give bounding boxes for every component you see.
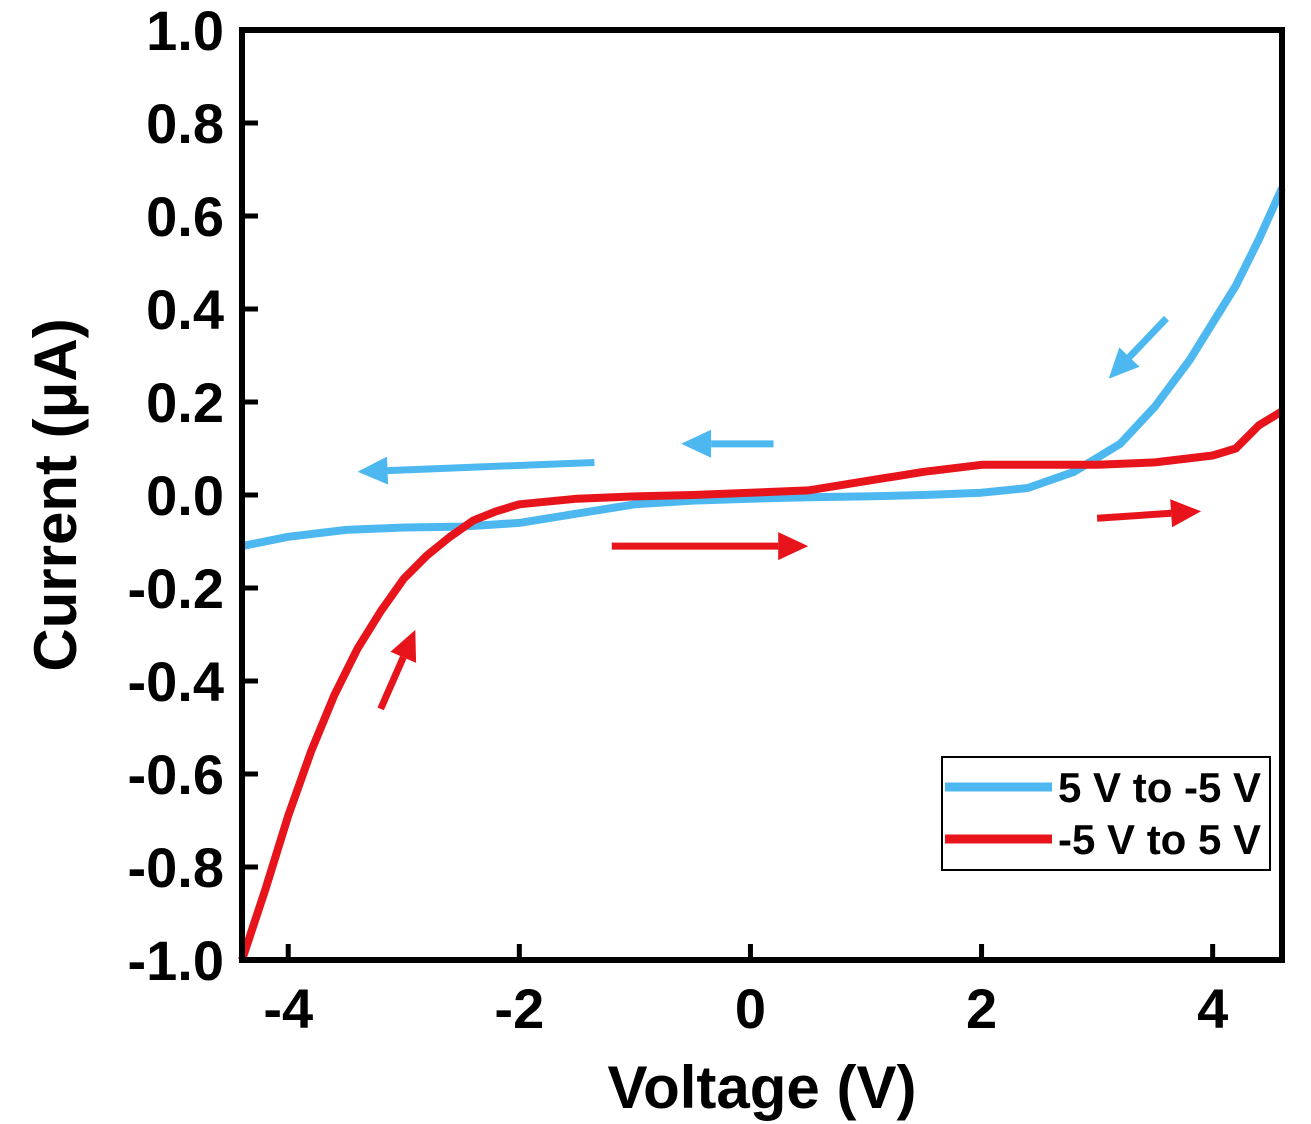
- y-tick-label: -0.8: [128, 836, 225, 899]
- x-tick-label: 2: [966, 977, 997, 1040]
- legend: 5 V to -5 V -5 V to 5 V: [941, 756, 1271, 871]
- y-tick-label: 0.4: [146, 278, 224, 341]
- series-line-2: [238, 407, 1285, 962]
- x-tick-label: 0: [735, 977, 766, 1040]
- x-tick-label: -2: [494, 977, 544, 1040]
- direction-arrow-head: [1170, 499, 1202, 528]
- y-tick-label: 0.0: [146, 464, 224, 527]
- y-tick-label: -0.4: [128, 650, 225, 713]
- legend-box: [941, 756, 1271, 871]
- direction-arrow-1: [1108, 315, 1169, 379]
- y-tick-label: -0.2: [128, 557, 225, 620]
- arrow-layer: [357, 315, 1202, 711]
- y-tick-label: 0.6: [146, 185, 224, 248]
- series-layer: [238, 186, 1286, 962]
- direction-arrow-head: [357, 456, 389, 485]
- direction-arrow-head: [390, 629, 417, 663]
- legend-label-series-2: -5 V to 5 V: [1058, 816, 1261, 863]
- x-tick-label: 4: [1197, 977, 1228, 1040]
- y-tick-label: -0.6: [128, 743, 225, 806]
- direction-arrow-shaft: [377, 655, 407, 711]
- direction-arrow-head: [1108, 347, 1140, 379]
- y-tick-label: 0.8: [146, 92, 224, 155]
- direction-arrow-3: [357, 456, 595, 485]
- y-axis-title: Current (μA): [22, 318, 89, 671]
- direction-arrow-head: [778, 532, 809, 561]
- y-tick-label: -1.0: [128, 929, 225, 992]
- x-tick-label: -4: [263, 977, 313, 1040]
- ticks-layer: -4 -2 0 2 4 1.0 0.8 0.6 0.4 0.2 0.0 -0.2 -0.4 -0.6 -0.…: [128, 0, 1229, 1040]
- direction-arrow-shaft: [1126, 315, 1169, 360]
- direction-arrow-shaft: [387, 458, 595, 475]
- x-axis-title: Voltage (V): [608, 1054, 917, 1121]
- direction-arrow-shaft: [1096, 509, 1172, 522]
- series-line-1: [241, 186, 1286, 551]
- direction-arrow-head: [681, 429, 712, 458]
- direction-arrow-5: [611, 532, 809, 561]
- legend-label-series-1: 5 V to -5 V: [1058, 764, 1261, 811]
- y-tick-label: 0.2: [146, 371, 224, 434]
- direction-arrow-2: [681, 429, 774, 458]
- y-tick-label: 1.0: [146, 0, 224, 62]
- direction-arrow-4: [377, 629, 417, 711]
- direction-arrow-6: [1096, 499, 1202, 528]
